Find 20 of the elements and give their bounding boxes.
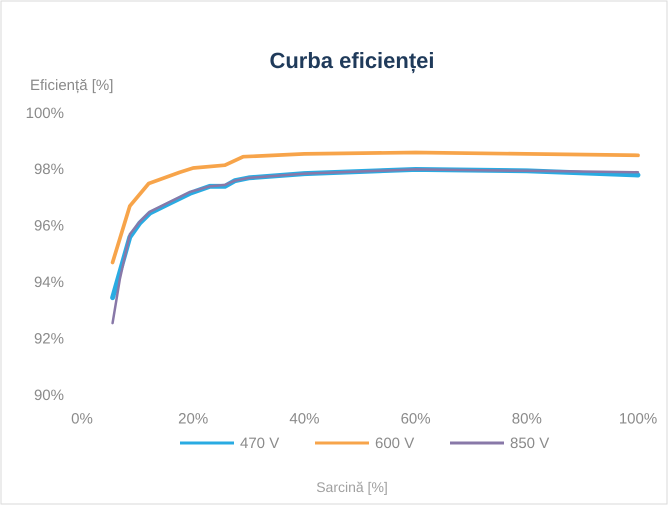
y-tick-label: 90% <box>34 386 64 404</box>
x-tick-label: 0% <box>71 410 93 428</box>
x-tick-label: 60% <box>400 410 431 428</box>
x-tick-label: 20% <box>178 410 208 428</box>
legend-label: 470 V <box>240 435 280 452</box>
line-series <box>111 168 640 324</box>
y-tick-label: 96% <box>34 218 64 235</box>
chart-title: Curba eficienței <box>269 48 435 74</box>
x-axis-title: Sarcină [%] <box>316 479 388 495</box>
x-tick-label: 100% <box>618 410 658 428</box>
y-tick-label: 100% <box>26 104 64 122</box>
y-axis-title: Eficiență [%] <box>30 77 114 94</box>
x-tick-label: 80% <box>512 410 542 428</box>
line-series <box>110 150 640 264</box>
x-tick-label: 40% <box>289 410 320 428</box>
y-tick-label: 94% <box>34 274 64 291</box>
legend-label: 850 V <box>510 435 550 452</box>
y-tick-label: 92% <box>34 330 64 348</box>
y-tick-label: 98% <box>34 161 64 178</box>
legend-label: 600 V <box>375 435 414 452</box>
